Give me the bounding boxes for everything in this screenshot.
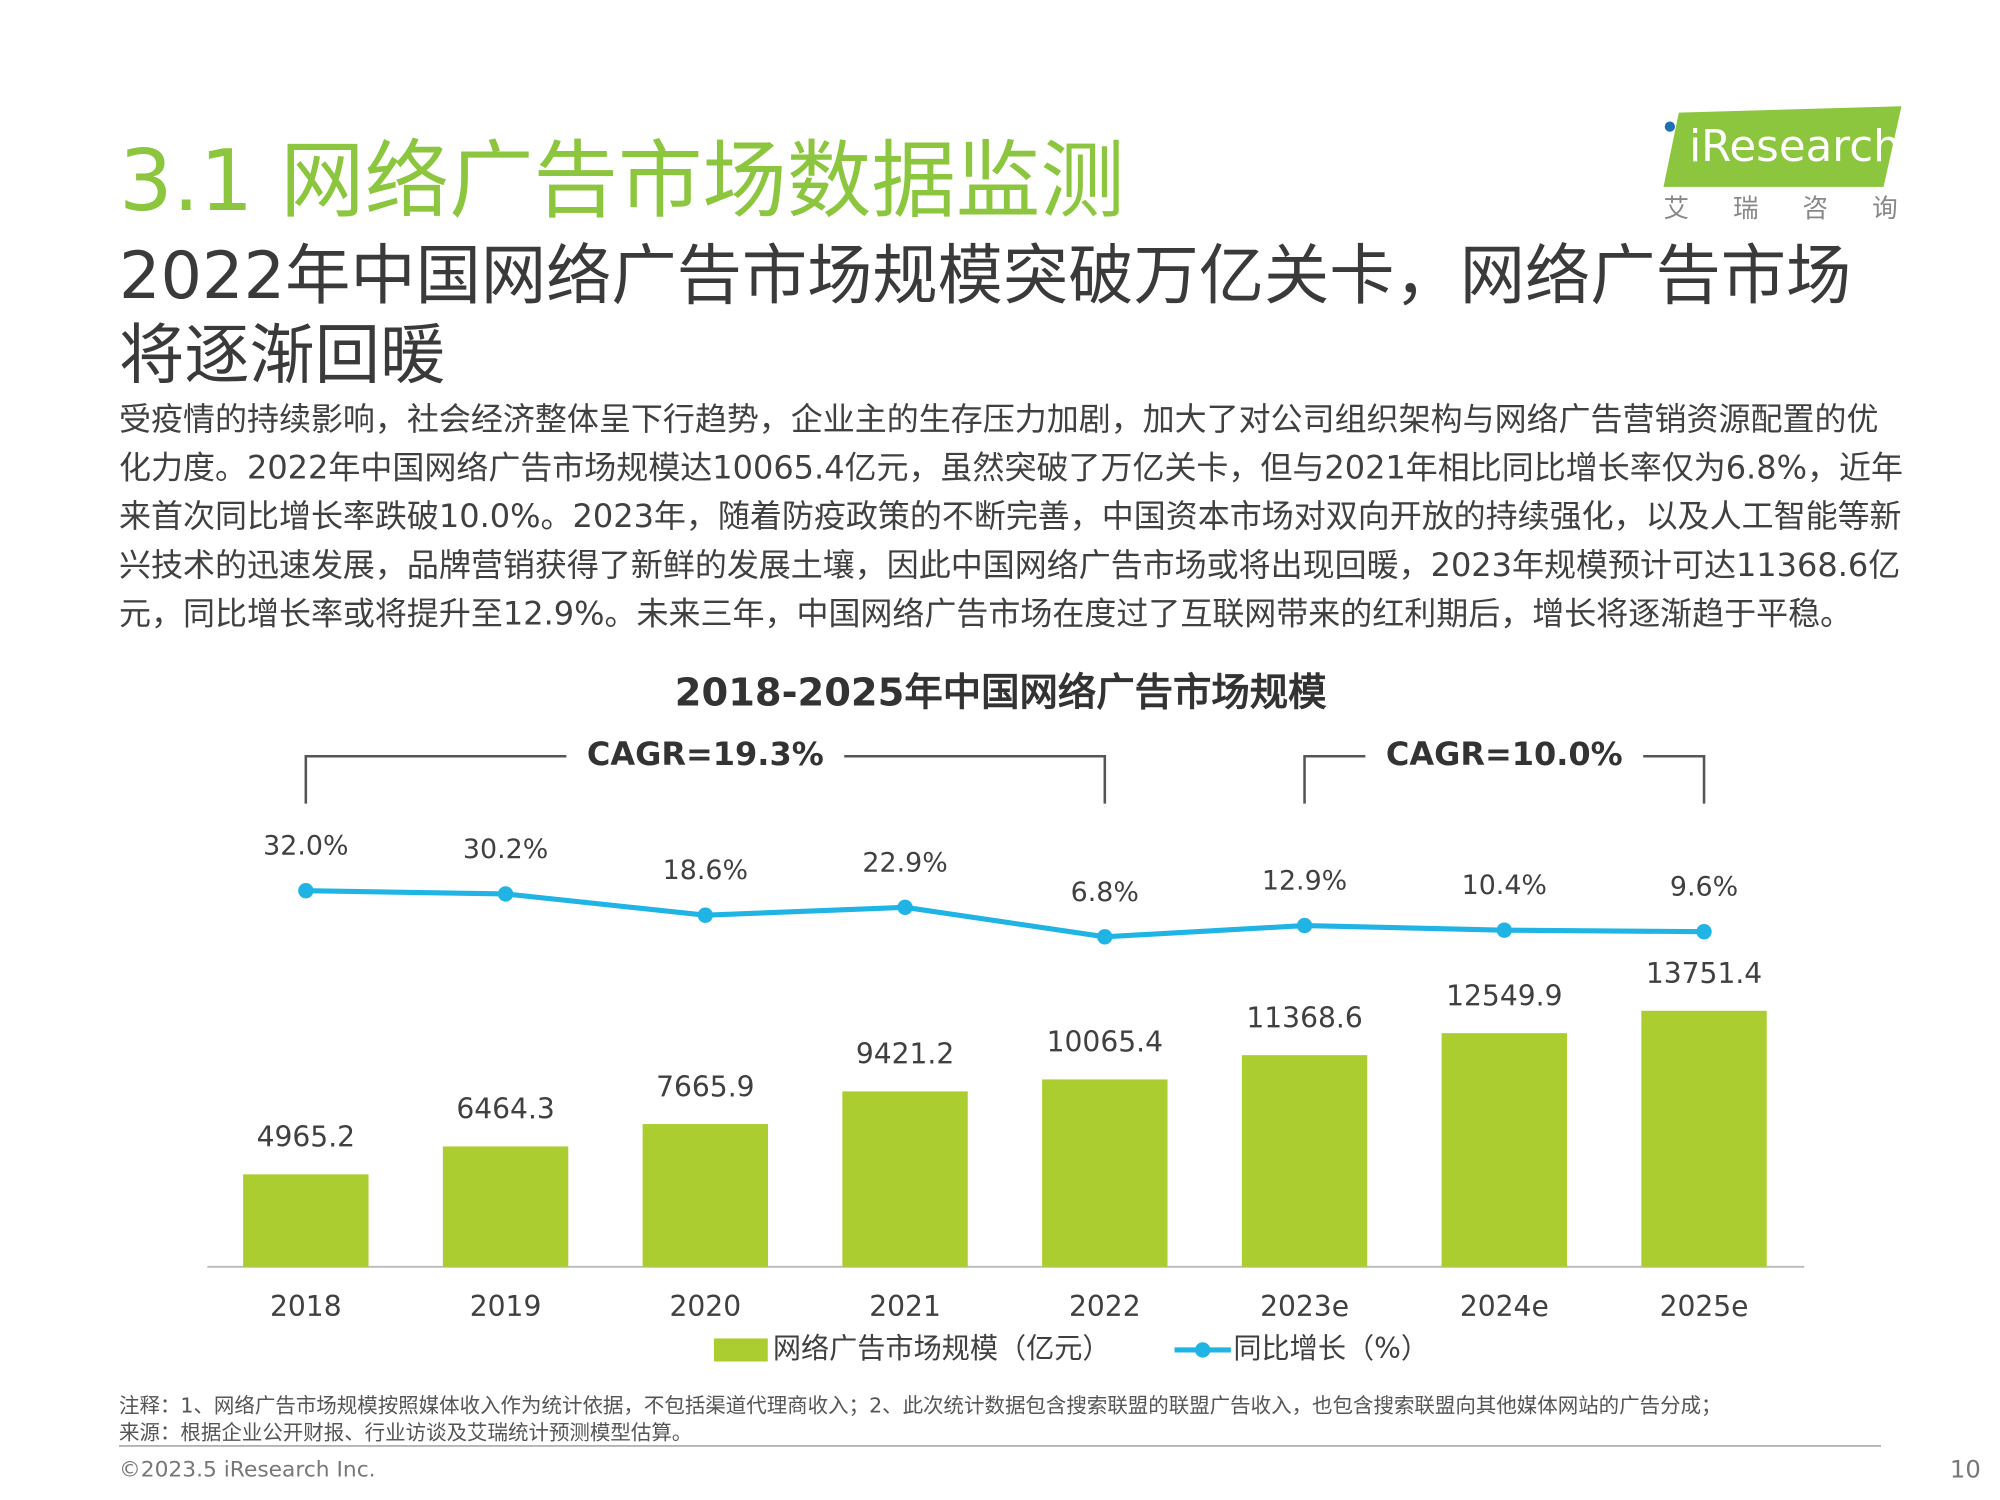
line-label: 10.4% bbox=[1462, 870, 1547, 901]
line bbox=[305, 888, 1705, 940]
line-marker bbox=[897, 899, 913, 915]
x-tick-label: 2025e bbox=[1660, 1290, 1749, 1323]
line-marker bbox=[697, 907, 713, 923]
annotation: CAGR=19.3% bbox=[587, 735, 824, 773]
line-marker bbox=[1496, 922, 1512, 938]
section-title: 3.1 网络广告市场数据监测 bbox=[119, 131, 1125, 231]
bracket bbox=[304, 754, 1107, 804]
x-tick-label: 2019 bbox=[470, 1290, 542, 1323]
bracket bbox=[1303, 754, 1706, 804]
bar bbox=[1042, 1079, 1168, 1267]
x-tick-label: 2021 bbox=[869, 1290, 941, 1323]
legend-swatch bbox=[714, 1338, 768, 1362]
line-label: 18.6% bbox=[663, 855, 748, 886]
x-tick-label: 2024e bbox=[1460, 1290, 1549, 1323]
bar bbox=[1641, 1010, 1767, 1267]
line-marker bbox=[1696, 923, 1712, 940]
note: 注释：1、网络广告市场规模按照媒体收入作为统计依据，不包括渠道代理商收入；2、此… bbox=[119, 1393, 1722, 1418]
bar-label: 12549.9 bbox=[1446, 979, 1562, 1012]
chart-title: 2018-2025年中国网络广告市场规模 bbox=[675, 670, 1327, 715]
line-label: 6.8% bbox=[1071, 877, 1139, 908]
bar bbox=[842, 1091, 968, 1267]
x-tick-label: 2018 bbox=[270, 1290, 342, 1323]
page-number: 10 bbox=[1950, 1454, 1981, 1483]
bar-label: 6464.3 bbox=[456, 1093, 554, 1126]
legend-label: 同比增长（%） bbox=[1233, 1332, 1429, 1365]
bar-label: 7665.9 bbox=[656, 1070, 754, 1103]
line-label: 9.6% bbox=[1670, 872, 1738, 903]
annotation: CAGR=10.0% bbox=[1386, 735, 1623, 773]
bar-label: 10065.4 bbox=[1047, 1026, 1163, 1059]
x-tick-label: 2023e bbox=[1260, 1290, 1349, 1323]
bar-label: 11368.6 bbox=[1246, 1001, 1362, 1034]
bar-label: 9421.2 bbox=[856, 1038, 954, 1071]
bar bbox=[642, 1124, 769, 1267]
logo-dot bbox=[1664, 121, 1675, 132]
bar-label: 4965.2 bbox=[257, 1121, 355, 1154]
bar bbox=[442, 1146, 569, 1267]
heading: 2022年中国网络广告市场规模突破万亿关卡，网络广告市场将逐渐回暖 bbox=[119, 239, 1852, 395]
line-marker bbox=[298, 882, 314, 899]
line-label: 22.9% bbox=[862, 847, 947, 878]
line-marker bbox=[497, 886, 514, 902]
bar bbox=[1241, 1055, 1368, 1267]
logo-badge bbox=[1663, 106, 1902, 187]
note: 来源：根据企业公开财报、行业访谈及艾瑞统计预测模型估算。 bbox=[119, 1420, 693, 1445]
line-marker bbox=[1097, 929, 1113, 945]
line-label: 32.0% bbox=[263, 831, 348, 862]
bar-label: 13751.4 bbox=[1646, 957, 1762, 990]
logo-sub: 艾 瑞 咨 询 bbox=[1663, 194, 1915, 224]
bar bbox=[1441, 1033, 1567, 1267]
logo: iResearch bbox=[1689, 122, 1901, 172]
line-label: 12.9% bbox=[1262, 866, 1347, 897]
copyright: ©2023.5 iResearch Inc. bbox=[119, 1457, 376, 1482]
x-tick-label: 2022 bbox=[1069, 1290, 1141, 1323]
bar bbox=[243, 1174, 369, 1267]
x-tick-label: 2020 bbox=[670, 1290, 742, 1323]
line-label: 30.2% bbox=[463, 834, 548, 865]
legend-label: 网络广告市场规模（亿元） bbox=[773, 1332, 1111, 1365]
paragraph: 受疫情的持续影响，社会经济整体呈下行趋势，企业主的生存压力加剧，加大了对公司组织… bbox=[119, 400, 1903, 633]
legend-swatch bbox=[1195, 1342, 1211, 1358]
line-marker bbox=[1296, 917, 1313, 934]
